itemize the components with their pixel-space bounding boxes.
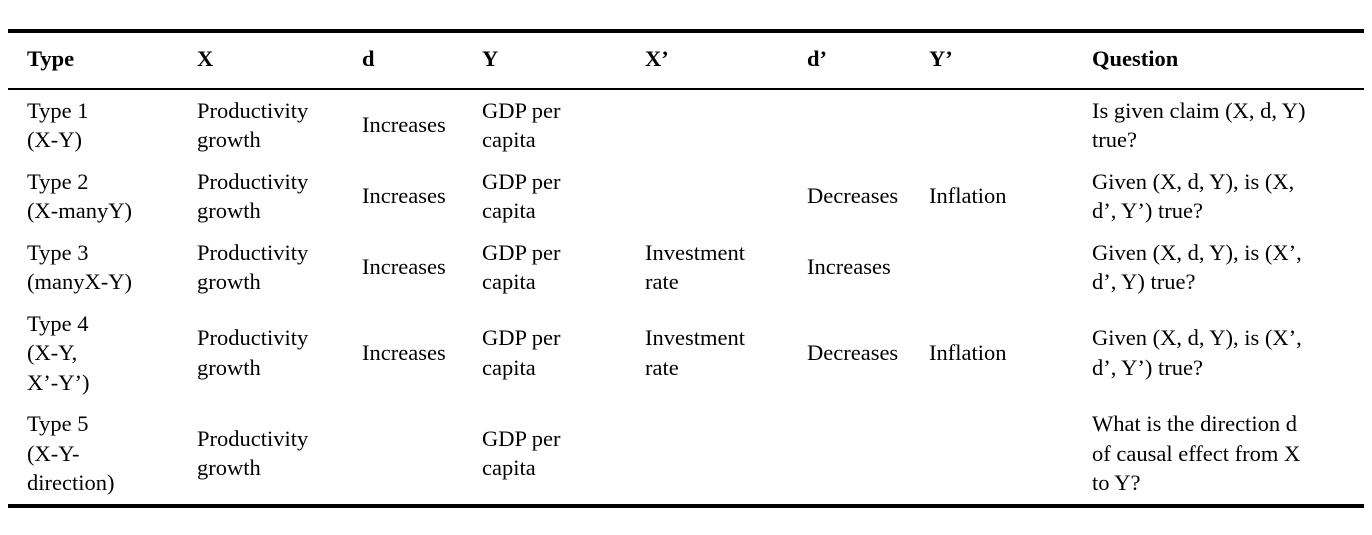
cell-d: Increases: [362, 112, 446, 138]
cell-type: Type 5 (X-Y- direction): [27, 411, 115, 495]
cell-question: Is given claim (X, d, Y) true?: [1092, 97, 1306, 153]
cell-y-prime: [929, 232, 1092, 303]
cell-d-prime: Decreases: [807, 183, 899, 209]
cell-y: GDP per capita: [482, 168, 561, 224]
cell-x-prime: Investment rate: [645, 239, 745, 295]
cell-question: Given (X, d, Y), is (X, d’, Y’) true?: [1092, 168, 1295, 224]
cell-x-prime: [645, 403, 807, 506]
cell-x-prime: Investment rate: [645, 325, 745, 380]
cell-y: GDP per capita: [482, 425, 561, 481]
cell-x: Productivity growth: [197, 168, 309, 224]
cell-d-prime: [807, 89, 929, 161]
cell-question: Given (X, d, Y), is (X’, d’, Y) true?: [1092, 239, 1302, 295]
column-header-x-prime: X’: [645, 31, 807, 90]
cell-type: Type 3 (manyX-Y): [27, 239, 132, 295]
column-header-question: Question: [1092, 31, 1364, 90]
claim-types-table-container: Type X d Y X’ d’ Y’ Question Type 1 (X-Y…: [8, 29, 1364, 508]
cell-question: What is the direction d of causal effect…: [1092, 411, 1301, 495]
claim-types-table: Type X d Y X’ d’ Y’ Question Type 1 (X-Y…: [8, 29, 1364, 508]
column-header-d-prime: d’: [807, 31, 929, 90]
cell-x: Productivity growth: [197, 425, 309, 481]
cell-y: GDP per capita: [482, 239, 561, 295]
cell-y: GDP per capita: [482, 97, 561, 153]
cell-x: Productivity growth: [197, 325, 309, 380]
cell-d: Increases: [362, 340, 446, 365]
cell-d-prime: [807, 403, 929, 506]
cell-d-prime: Decreases: [807, 340, 899, 365]
cell-y-prime: Inflation: [929, 183, 1007, 209]
header-row: Type X d Y X’ d’ Y’ Question: [8, 31, 1364, 90]
column-header-d: d: [362, 31, 482, 90]
table-row-type-5: Type 5 (X-Y- direction) Productivity gro…: [8, 403, 1364, 506]
column-header-x: X: [197, 31, 362, 90]
table-row-type-1: Type 1 (X-Y) Productivity growth Increas…: [8, 89, 1364, 161]
column-header-y: Y: [482, 31, 645, 90]
cell-x: Productivity growth: [197, 239, 309, 295]
cell-x: Productivity growth: [197, 97, 309, 153]
cell-d: Increases: [362, 254, 446, 280]
cell-d: Increases: [362, 183, 446, 209]
column-header-type: Type: [8, 31, 197, 90]
cell-y-prime: [929, 89, 1092, 161]
column-header-y-prime: Y’: [929, 31, 1092, 90]
cell-y-prime: [929, 403, 1092, 506]
cell-question: Given (X, d, Y), is (X’, d’, Y’) true?: [1092, 325, 1302, 380]
cell-x-prime: [645, 161, 807, 232]
table-row-type-4: Type 4 (X-Y, X’-Y’) Productivity growth …: [8, 303, 1364, 404]
table-row-type-3: Type 3 (manyX-Y) Productivity growth Inc…: [8, 232, 1364, 303]
cell-type: Type 2 (X-manyY): [27, 168, 132, 224]
cell-y-prime: Inflation: [929, 340, 1007, 365]
cell-d-prime: Increases: [807, 254, 891, 280]
cell-type: Type 4 (X-Y, X’-Y’): [27, 310, 90, 395]
cell-type: Type 1 (X-Y): [27, 97, 89, 153]
cell-y: GDP per capita: [482, 325, 561, 380]
table-row-type-2: Type 2 (X-manyY) Productivity growth Inc…: [8, 161, 1364, 232]
cell-x-prime: [645, 89, 807, 161]
cell-d: [362, 403, 482, 506]
